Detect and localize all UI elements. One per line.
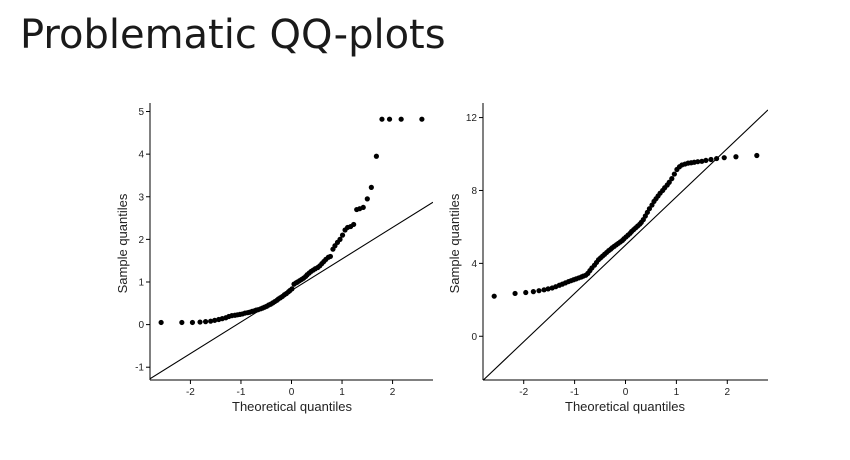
data-point [754, 152, 760, 159]
x-tick-label: 1 [674, 387, 680, 398]
y-tick-label: 2 [138, 235, 144, 246]
data-point [512, 290, 518, 297]
data-point [669, 176, 675, 182]
data-point [536, 288, 542, 294]
data-point [337, 236, 343, 242]
data-point [202, 319, 209, 325]
y-axis-label: Sample quantiles [447, 193, 462, 293]
x-tick-label: 0 [289, 387, 295, 398]
x-tick-label: -2 [186, 387, 195, 398]
data-point [713, 155, 720, 162]
y-axis-label: Sample quantiles [115, 193, 130, 293]
data-point [733, 154, 739, 160]
y-tick-label: 3 [138, 192, 144, 203]
data-point [379, 116, 385, 122]
data-point [671, 171, 677, 177]
y-tick-label: 0 [138, 320, 144, 331]
data-point [373, 153, 379, 159]
data-point [699, 158, 705, 164]
x-tick-label: -1 [237, 387, 246, 398]
x-tick-label: 1 [339, 387, 345, 398]
data-point [179, 319, 185, 326]
data-point [212, 317, 218, 323]
data-point [158, 319, 164, 326]
data-point [695, 159, 701, 165]
qq-plot-left: -2 -1 0 1 2 -1 0 1 2 3 4 5 Theoretical quantiles Samp… [115, 103, 433, 414]
data-point [541, 287, 547, 293]
data-point [368, 184, 374, 190]
data-point [364, 196, 370, 202]
data-point [208, 318, 214, 324]
x-tick-label: 2 [390, 387, 396, 398]
y-tick-label: 4 [138, 150, 144, 161]
data-point [327, 253, 334, 260]
data-point [360, 204, 366, 211]
data-point [491, 293, 497, 299]
y-tick-label: 0 [471, 332, 477, 343]
data-point [703, 157, 709, 164]
data-point [523, 289, 529, 296]
y-tick-label: 8 [471, 186, 477, 197]
data-point [398, 116, 404, 122]
x-axis-label: Theoretical quantiles [565, 399, 685, 414]
data-point [666, 179, 672, 185]
x-tick-label: -1 [570, 387, 579, 398]
data-point [530, 289, 536, 295]
data-point [721, 155, 727, 161]
data-point [189, 319, 196, 326]
data-point [351, 221, 357, 228]
y-tick-label: 4 [471, 259, 477, 270]
y-tick-label: 5 [138, 107, 144, 118]
data-point [197, 319, 203, 325]
x-axis-label: Theoretical quantiles [232, 399, 352, 414]
y-tick-label: -1 [135, 363, 144, 374]
data-point [708, 156, 714, 163]
y-tick-label: 1 [138, 277, 144, 288]
data-point [646, 206, 653, 212]
page-title: Problematic QQ-plots [20, 12, 446, 58]
data-point [339, 232, 346, 238]
x-tick-label: 2 [725, 387, 731, 398]
data-point [386, 116, 393, 122]
reference-line [483, 109, 768, 380]
x-tick-label: 0 [623, 387, 629, 398]
data-point [289, 286, 295, 292]
y-tick-label: 12 [466, 113, 478, 124]
data-point [545, 286, 551, 292]
x-tick-label: -2 [519, 387, 528, 398]
data-point [419, 116, 425, 122]
